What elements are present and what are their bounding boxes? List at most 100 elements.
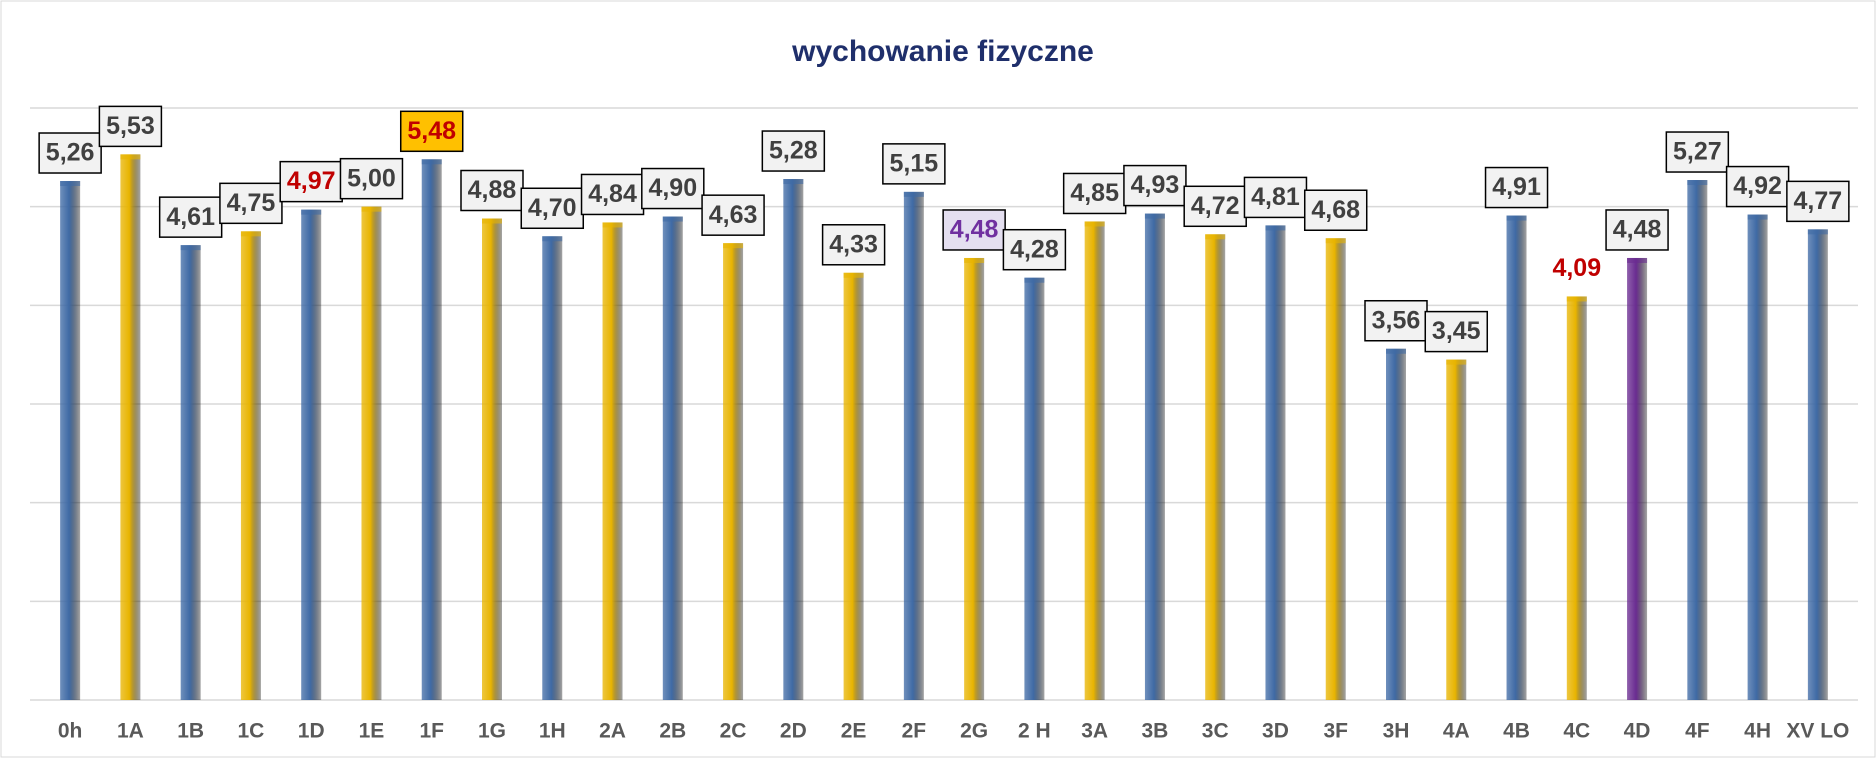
x-tick-label: 1D (298, 720, 325, 743)
bar-cap (240, 231, 261, 237)
x-tick-label: 1C (238, 720, 265, 743)
data-label: 4,77 (1794, 187, 1843, 215)
data-label-box (1725, 165, 1790, 208)
data-label: 4,28 (1010, 235, 1059, 263)
bar (783, 179, 804, 701)
bar (180, 245, 201, 700)
x-tick-label: 1B (177, 720, 204, 743)
bar-cap (482, 218, 502, 224)
data-label: 4,97 (287, 167, 336, 195)
data-label: 4,63 (709, 201, 758, 229)
data-label-box (942, 209, 1006, 251)
data-label: 3,56 (1372, 306, 1421, 334)
bar (240, 231, 261, 701)
x-tick-label: 2G (960, 720, 988, 743)
bar (1386, 348, 1406, 700)
data-label: 4,09 (1552, 254, 1601, 282)
bar (843, 272, 864, 700)
data-label: 4,81 (1251, 183, 1300, 211)
bar (1687, 180, 1708, 700)
bar-cap (1627, 257, 1648, 263)
bar-cap (1446, 359, 1467, 365)
data-label: 4,84 (588, 180, 637, 208)
bar (1024, 277, 1045, 700)
bar-cap (421, 159, 442, 165)
bar (1144, 213, 1165, 700)
data-label-box (1605, 209, 1669, 251)
bar (964, 257, 985, 700)
bar-cap (1506, 215, 1527, 221)
x-tick-label: 3H (1383, 720, 1410, 743)
data-label: 4,90 (648, 174, 697, 202)
data-label-box (520, 187, 585, 230)
x-tick-label: 4F (1685, 720, 1710, 743)
data-label: 5,26 (46, 139, 95, 167)
data-label: 5,15 (890, 149, 939, 177)
bar (60, 181, 81, 701)
chart-title: wychowanie fizyczne (791, 35, 1094, 68)
data-label-box (1183, 185, 1247, 228)
bar (903, 191, 924, 700)
bar-cap (1807, 229, 1828, 235)
x-tick-label: 3A (1081, 720, 1108, 743)
bar (1446, 359, 1467, 700)
x-tick-label: 4H (1744, 720, 1771, 743)
bar (1627, 257, 1648, 700)
x-tick-label: 4C (1563, 720, 1590, 743)
x-tick-label: 0h (58, 720, 83, 743)
x-tick-label: 1A (117, 720, 144, 743)
data-label: 4,33 (829, 230, 878, 258)
data-label: 4,88 (468, 176, 517, 204)
x-tick-label: 2B (659, 720, 686, 743)
bar-cap (120, 154, 141, 160)
data-label-box (1665, 131, 1730, 173)
x-tick-label: 1G (478, 720, 506, 743)
data-label: 5,53 (106, 112, 155, 140)
bar-cap (180, 245, 201, 251)
data-label-box (1123, 164, 1187, 207)
data-label-box (219, 182, 283, 225)
x-tick-label: 4B (1503, 720, 1530, 743)
bar-cap (843, 272, 864, 278)
bar (482, 218, 502, 701)
x-tick-label: 1F (419, 720, 444, 743)
data-label: 4,91 (1492, 173, 1541, 201)
data-label-box (158, 196, 223, 238)
data-label: 5,27 (1673, 138, 1722, 166)
data-label: 5,48 (407, 117, 456, 145)
data-label-box (98, 105, 163, 148)
bar-cap (1747, 214, 1768, 220)
bar (662, 216, 683, 701)
x-tick-label: 1H (539, 720, 566, 743)
bar (1807, 229, 1828, 701)
bar (1084, 221, 1105, 700)
bar-cap (542, 236, 563, 242)
data-label-box (1364, 299, 1428, 342)
bar-cap (964, 257, 985, 263)
bar-cap (361, 206, 382, 212)
bar-cap (1566, 296, 1587, 302)
bar-cap (60, 181, 81, 187)
bar (1506, 215, 1527, 700)
data-label: 4,48 (1613, 216, 1662, 244)
bar (1747, 214, 1768, 700)
x-tick-label: 2A (599, 720, 626, 743)
x-tick-label: 4A (1443, 720, 1470, 743)
data-label-box (1786, 180, 1850, 223)
bar (301, 209, 322, 701)
bar-cap (662, 216, 683, 222)
data-label-box (279, 160, 343, 203)
x-tick-label: 3F (1323, 720, 1348, 743)
x-tick-label: 4D (1624, 720, 1651, 743)
bar-cap (1386, 348, 1406, 354)
bar (1205, 234, 1226, 700)
x-tick-label: XV LO (1786, 720, 1849, 743)
bar-cap (1325, 238, 1346, 244)
data-label: 5,00 (347, 164, 396, 192)
data-label: 4,72 (1191, 192, 1240, 220)
data-label: 4,48 (950, 216, 999, 244)
x-tick-label: 2F (902, 720, 927, 743)
x-tick-label: 3C (1202, 720, 1229, 743)
x-tick-label: 3B (1142, 720, 1169, 743)
